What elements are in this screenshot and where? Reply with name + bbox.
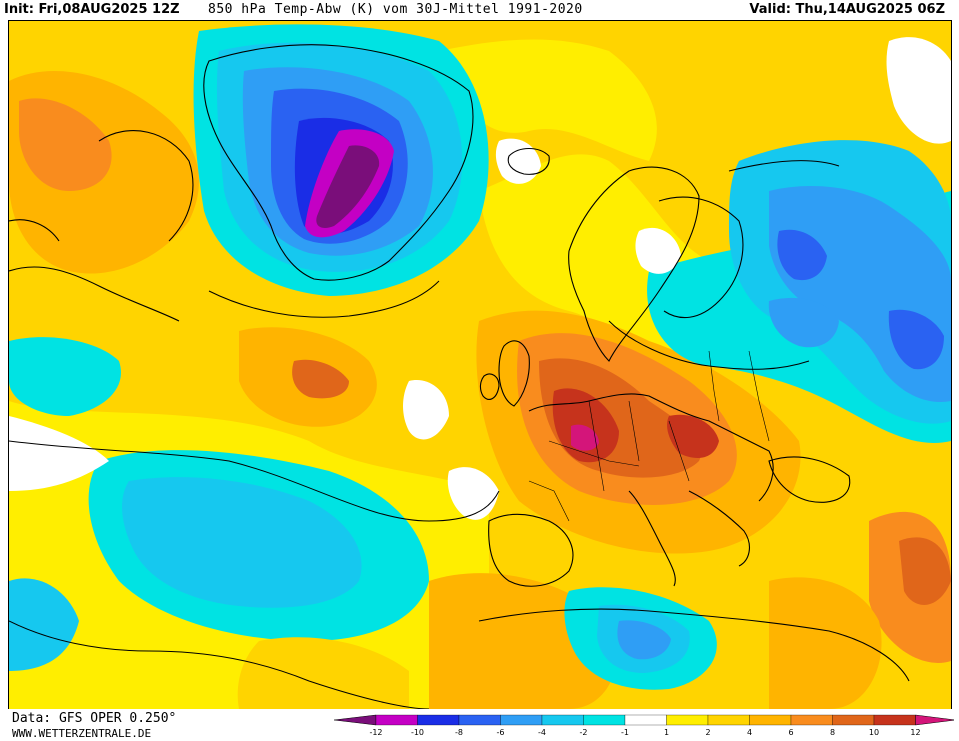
coast-british-isles [498, 340, 530, 407]
warm-area-europe [667, 414, 719, 458]
weak-positive-area [439, 39, 657, 161]
chart-title: 850 hPa Temp-Abw (K) vom 30J-Mittel 1991… [208, 2, 583, 17]
coast-balkans-greece [688, 490, 750, 567]
contour-line [9, 440, 500, 522]
coast-black-sea [768, 456, 851, 503]
legend-tick-label: 10 [869, 728, 879, 737]
neutral-zone [886, 37, 951, 144]
contour-line [208, 280, 440, 318]
legend-swatch [541, 714, 584, 726]
coast-finland-russia [658, 196, 744, 319]
warm-area-east [899, 537, 951, 605]
coast-iceland [507, 147, 550, 175]
border [708, 350, 720, 422]
legend-tick-label: 2 [705, 728, 710, 737]
border [588, 400, 605, 492]
coast-canada [9, 266, 180, 322]
legend-tick-label: -1 [621, 728, 629, 737]
coast-baffin [98, 130, 194, 242]
map-canvas [9, 21, 951, 709]
warm-area-mid-atlantic [292, 359, 349, 399]
border [628, 400, 640, 462]
coast-greenland [203, 44, 474, 281]
cold-core-greenland [316, 145, 380, 228]
legend-arrow-min [334, 714, 377, 726]
legend-swatch [832, 714, 875, 726]
coast-ireland [479, 373, 500, 400]
legend-tick-label: -2 [580, 728, 588, 737]
legend-tick-label: -6 [497, 728, 505, 737]
footer: Data: GFS OPER 0.250° WWW.WETTERZENTRALE… [0, 709, 959, 741]
contour-line [608, 320, 810, 370]
warm-area-atlantic-west [19, 98, 112, 191]
legend-arrow-max [915, 714, 954, 726]
legend-swatch [666, 714, 709, 726]
legend-tick-label: 8 [830, 728, 835, 737]
valid-time-label: Valid: Thu,14AUG2025 06Z [749, 2, 945, 17]
zero-contours [9, 160, 840, 709]
legend-tick-label: -8 [455, 728, 463, 737]
legend-tick-label: 6 [788, 728, 793, 737]
temperature-anomaly-map [8, 20, 952, 710]
legend-tick-label: 4 [747, 728, 752, 737]
legend-swatch [790, 714, 833, 726]
border [668, 420, 690, 482]
coast-hudson [9, 219, 60, 242]
warm-area-europe [552, 388, 619, 463]
cold-area-russia [888, 309, 944, 370]
coast-scandinavia [568, 166, 700, 362]
warm-core-peak [571, 424, 599, 451]
legend-swatch [417, 714, 460, 726]
cold-area-russia [777, 229, 827, 281]
data-source-label: Data: GFS OPER 0.250° [12, 711, 177, 726]
cold-field [9, 24, 951, 690]
legend-swatch [749, 714, 792, 726]
cold-area-atlantic [122, 477, 362, 608]
cold-area-mediterranean [617, 620, 671, 660]
coast-north-africa [478, 608, 910, 682]
neutral-zone [237, 637, 409, 709]
cold-area-atlantic [9, 337, 121, 416]
legend-tick-label: -12 [369, 728, 382, 737]
neutral-zones [9, 37, 951, 709]
neutral-zone [9, 416, 109, 491]
legend-swatch [458, 714, 501, 726]
neutral-zone [403, 380, 449, 440]
contour-line [9, 620, 430, 709]
warm-area-africa [769, 577, 882, 709]
coastlines [9, 44, 910, 682]
country-borders [528, 350, 770, 522]
coast-europe-main [528, 393, 774, 502]
border [528, 480, 570, 522]
neutral-zone [495, 138, 541, 184]
legend-swatch [873, 714, 916, 726]
coast-iberia [488, 513, 574, 587]
chart-header: Init: Fri,08AUG2025 12Z 850 hPa Temp-Abw… [0, 0, 959, 20]
border [748, 350, 770, 442]
neutral-zone [635, 227, 681, 274]
legend-tick-label: 1 [664, 728, 669, 737]
cold-area-russia [768, 297, 839, 348]
border [548, 440, 640, 467]
legend-tick-label: -10 [411, 728, 424, 737]
legend-tick-label: 12 [910, 728, 920, 737]
legend-swatch [500, 714, 543, 726]
legend-swatch [583, 714, 626, 726]
legend-swatch [375, 714, 418, 726]
legend-swatch [707, 714, 750, 726]
legend-swatch [624, 714, 667, 726]
coast-italy [628, 490, 676, 587]
init-time-label: Init: Fri,08AUG2025 12Z [4, 2, 180, 17]
website-label: WWW.WETTERZENTRALE.DE [12, 727, 152, 740]
color-legend: -12 -10 -8 -6 -4 -2 -1 1 2 4 6 8 10 12 [334, 714, 954, 737]
contour-line [728, 160, 840, 172]
cold-area-atlantic [9, 578, 79, 671]
legend-tick-label: -4 [538, 728, 546, 737]
